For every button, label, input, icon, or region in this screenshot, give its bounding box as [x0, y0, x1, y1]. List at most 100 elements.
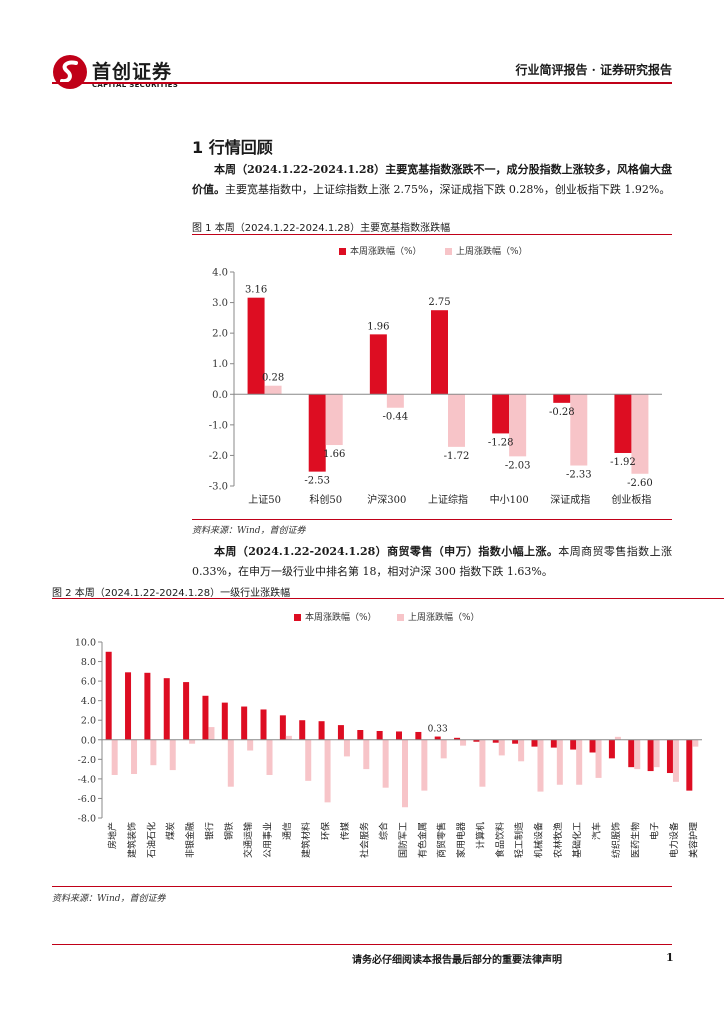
bar	[473, 739, 480, 742]
data-label: -1.28	[488, 437, 514, 448]
y-tick-label: 6.0	[81, 677, 96, 688]
figure-1-bottom-rule	[192, 519, 672, 520]
paragraph-1: 本周（2024.1.22-2024.1.28）主要宽基指数涨跌不一，成分股指数上…	[192, 160, 672, 200]
paragraph-2: 本周（2024.1.22-2024.1.28）商贸零售（申万）指数小幅上涨。本周…	[192, 542, 672, 582]
data-label: 3.16	[245, 285, 267, 296]
bar	[631, 394, 649, 474]
bar	[509, 394, 527, 457]
bar	[553, 394, 571, 403]
category-label: 创业板指	[611, 493, 651, 506]
legend-swatch	[339, 248, 346, 255]
bar	[357, 730, 364, 740]
bar	[647, 739, 654, 772]
bar	[163, 678, 170, 740]
y-tick-label: -6.0	[78, 794, 96, 805]
legend-swatch	[294, 614, 301, 621]
figure-2-bottom-rule	[52, 886, 672, 887]
bar	[131, 739, 138, 774]
y-tick-label: -3.0	[209, 482, 228, 493]
category-label: 房地产	[107, 822, 119, 849]
category-label: 非银金融	[184, 822, 196, 858]
category-label: 计算机	[474, 822, 486, 849]
category-label: 上证50	[248, 494, 281, 506]
bar	[492, 394, 510, 434]
bar	[202, 695, 209, 740]
bar	[434, 736, 441, 740]
bar	[264, 385, 282, 395]
category-label: 上证综指	[428, 493, 468, 506]
bar	[369, 334, 387, 395]
y-tick-label: 2.0	[81, 716, 96, 727]
bar	[614, 736, 621, 740]
bar	[111, 739, 118, 775]
legend-label: 上周涨跌幅（%）	[408, 611, 480, 623]
category-label: 有色金属	[416, 822, 428, 858]
bar	[299, 720, 306, 740]
bar	[672, 739, 679, 782]
figure-2-source: 资料来源：Wind，首创证券	[52, 894, 166, 904]
y-tick-label: 4.0	[81, 696, 96, 707]
data-label: 2.75	[428, 297, 450, 308]
bar	[105, 651, 112, 740]
category-label: 建筑装饰	[126, 822, 138, 858]
category-label: 美容护理	[687, 822, 699, 858]
bar	[208, 727, 215, 740]
bar	[266, 739, 273, 775]
category-label: 银行	[203, 822, 215, 840]
bar	[247, 739, 254, 751]
data-label: -0.28	[549, 407, 575, 418]
figure-1-top-rule	[192, 234, 672, 235]
bar	[324, 739, 331, 803]
category-label: 医药生物	[629, 822, 641, 858]
report-type: 行业简评报告 · 证券研究报告	[515, 63, 672, 77]
bar	[498, 739, 505, 756]
bar	[421, 739, 428, 791]
bar	[576, 739, 583, 785]
y-tick-label: -4.0	[78, 774, 96, 785]
data-label: 1.96	[367, 321, 389, 332]
bar	[448, 394, 465, 447]
bar	[305, 739, 312, 781]
bar	[144, 672, 151, 740]
footer-disclaimer: 请务必仔细阅读本报告最后部分的重要法律声明	[352, 955, 562, 966]
category-label: 科创50	[309, 493, 342, 506]
paragraph-2-text: 本周商贸零售指数上涨 0.33%，在申万一级行业中排名第 18，相对沪深 300…	[192, 545, 672, 578]
category-label: 综合	[378, 822, 390, 840]
legend-swatch	[445, 248, 452, 255]
paragraph-1-bold: 本周（2024.1.22-2024.1.28）主要宽基指数涨跌不一，成分股指数上…	[192, 163, 672, 196]
bar	[608, 739, 615, 759]
category-label: 沪深300	[367, 493, 406, 506]
category-label: 环保	[320, 822, 332, 840]
data-label: -2.03	[505, 460, 531, 471]
category-label: 电力设备	[668, 822, 680, 858]
bar	[169, 739, 176, 771]
section-title: 1 行情回顾	[192, 138, 273, 157]
bar	[227, 739, 234, 787]
category-label: 通信	[281, 822, 293, 840]
logo-mark-icon	[53, 55, 87, 89]
bar	[686, 739, 693, 791]
category-label: 机械设备	[532, 822, 544, 858]
y-tick-label: 2.0	[212, 329, 228, 340]
y-tick-label: 4.0	[212, 268, 228, 279]
category-label: 电子	[649, 822, 661, 840]
bar	[634, 739, 641, 770]
bar	[376, 730, 383, 740]
company-logo: 首创证券 CAPITAL SECURITIES	[52, 52, 192, 92]
category-label: 农林牧渔	[552, 822, 564, 858]
bar	[402, 739, 408, 808]
y-tick-label: -2.0	[78, 755, 96, 766]
y-tick-label: -1.0	[209, 420, 228, 431]
category-label: 建筑材料	[300, 822, 312, 858]
y-tick-label: 8.0	[81, 657, 96, 668]
bar	[363, 739, 370, 770]
bar	[247, 297, 265, 395]
figure-1-title: 图 1 本周（2024.1.22-2024.1.28）主要宽基指数涨跌幅	[192, 223, 451, 234]
bar	[440, 739, 447, 759]
page-number: 1	[666, 951, 674, 964]
footer-divider	[52, 944, 672, 945]
bar	[285, 735, 292, 740]
legend-label: 本周涨跌幅（%）	[350, 245, 422, 257]
bar	[260, 709, 267, 740]
data-label: -1.92	[610, 457, 636, 468]
